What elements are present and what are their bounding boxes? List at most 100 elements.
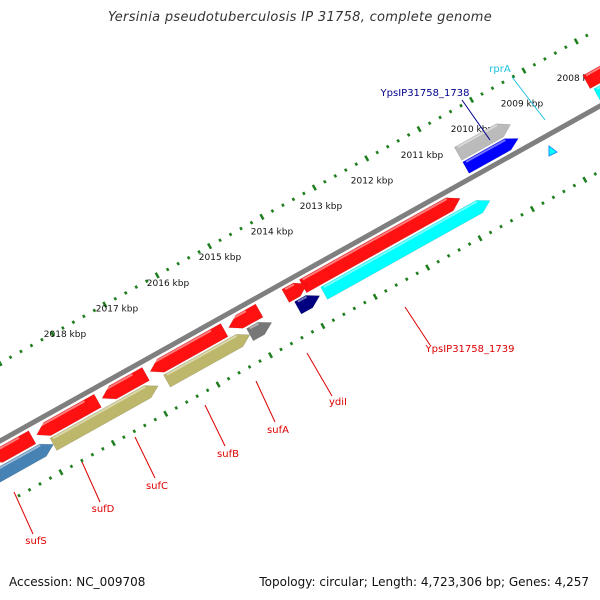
- scale-tick: [153, 417, 158, 422]
- scale-tick: [207, 242, 213, 250]
- gene-label: sufC: [146, 481, 168, 492]
- scale-tick: [521, 67, 527, 74]
- scale-tick: [468, 96, 475, 104]
- gene-sufb-red: [149, 323, 229, 373]
- gene-ydii-red-shine: [284, 283, 295, 291]
- scale-tick: [270, 209, 275, 213]
- gene-sufs: [0, 443, 54, 483]
- scale-tick: [342, 312, 346, 317]
- gene-ypsip31758-1738-outer-shine: [457, 124, 498, 148]
- scale-tick: [553, 51, 558, 55]
- scale-tick: [19, 349, 23, 354]
- gene-ypsip31758-1739-shine: [323, 200, 478, 288]
- gene-sufd-red-shine: [35, 400, 85, 430]
- gene-label-leader: [13, 491, 34, 535]
- scale-tick: [58, 469, 64, 476]
- scale-tick: [8, 355, 13, 360]
- scale-tick: [101, 446, 105, 451]
- scale-tick: [302, 191, 306, 196]
- gene-sufs-shine: [0, 444, 41, 470]
- scale-tick: [372, 293, 378, 300]
- scale-label: 2013 kbp: [300, 202, 343, 212]
- scale-tick: [123, 290, 128, 295]
- scale-tick: [69, 464, 74, 469]
- scale-tick: [520, 212, 524, 217]
- scale-tick: [551, 195, 556, 200]
- scale-tick: [354, 162, 359, 167]
- scale-tick: [415, 271, 420, 276]
- scale-tick: [311, 184, 317, 191]
- accession-text: Accession: NC_009708: [9, 575, 146, 589]
- scale-label: 2018 kbp: [44, 330, 87, 340]
- gene-label-leader: [461, 99, 491, 141]
- scale-label: 2009 kbp: [501, 100, 544, 110]
- gene-label: rprA: [489, 64, 511, 75]
- scale-label: 2014 kbp: [251, 228, 294, 238]
- scale-tick: [310, 329, 315, 334]
- scale-tick: [425, 264, 431, 271]
- scale-tick: [511, 74, 516, 79]
- scale-tick: [333, 173, 338, 178]
- gene-sufa-red-shine: [227, 310, 247, 322]
- gene-edge-cyan-shine: [596, 85, 600, 90]
- gene-label: YpsIP31758_1739: [425, 344, 515, 355]
- gene-sufc-red-shine: [101, 373, 133, 393]
- scale-tick: [300, 335, 304, 340]
- scale-tick: [27, 487, 32, 492]
- scale-tick: [195, 394, 199, 399]
- gene-sufa-shine: [249, 322, 260, 330]
- gene-sufb-shine: [166, 334, 238, 376]
- topology-summary: Topology: circular; Length: 4,723,306 bp…: [259, 575, 589, 589]
- scale-tick: [582, 176, 588, 183]
- scale-tick: [289, 341, 294, 346]
- scale-tick: [92, 308, 97, 313]
- gene-label: ydiI: [329, 397, 347, 408]
- gene-ypsip31758-1739-red-shine: [302, 198, 448, 281]
- scale-tick: [71, 320, 76, 325]
- gene-ypsip31758-1739-red: [298, 197, 461, 294]
- scale-tick: [438, 115, 442, 120]
- scale-label: 2011 kbp: [401, 151, 444, 161]
- scale-tick: [40, 337, 44, 342]
- gene-ydii: [294, 295, 321, 315]
- scale-tick: [490, 86, 495, 91]
- scale-tick: [267, 352, 274, 359]
- scale-tick: [394, 283, 399, 287]
- scale-tick: [436, 259, 440, 264]
- gene-label: YpsIP31758_1738: [380, 88, 470, 99]
- scale-tick: [404, 277, 409, 282]
- scale-tick: [383, 288, 388, 293]
- gene-ypsip31758-1738-outer: [453, 123, 511, 161]
- scale-tick: [0, 360, 3, 367]
- scale-tick: [563, 45, 568, 50]
- scale-tick: [501, 80, 505, 85]
- scale-tick: [584, 33, 589, 38]
- scale-tick: [562, 189, 566, 194]
- scale-tick: [205, 388, 210, 393]
- scale-tick: [509, 218, 514, 223]
- scale-tick: [406, 133, 411, 137]
- gene-ypsip31758-1739: [320, 200, 491, 300]
- gene-label: sufB: [217, 449, 239, 460]
- scale-tick: [331, 318, 336, 323]
- gene-ypsip31758-1738: [462, 138, 519, 174]
- gene-label-leader: [134, 436, 156, 479]
- scale-tick: [532, 62, 537, 67]
- scale-tick: [488, 230, 493, 235]
- gene-ydii-shine: [297, 295, 308, 303]
- scale-tick: [29, 343, 34, 348]
- scale-label: 2010 kbp: [451, 125, 494, 135]
- scale-tick: [82, 314, 86, 319]
- scale-tick: [249, 220, 254, 225]
- scale-tick: [396, 138, 400, 143]
- gene-label: sufD: [92, 504, 115, 515]
- scale-tick: [163, 410, 169, 417]
- scale-tick: [184, 400, 189, 404]
- scale-tick: [352, 306, 357, 311]
- scale-tick: [323, 179, 327, 184]
- scale-label: 2015 kbp: [199, 253, 242, 263]
- scale-tick: [572, 183, 577, 188]
- scale-label: 2017 kbp: [96, 304, 139, 314]
- scale-tick: [154, 272, 160, 279]
